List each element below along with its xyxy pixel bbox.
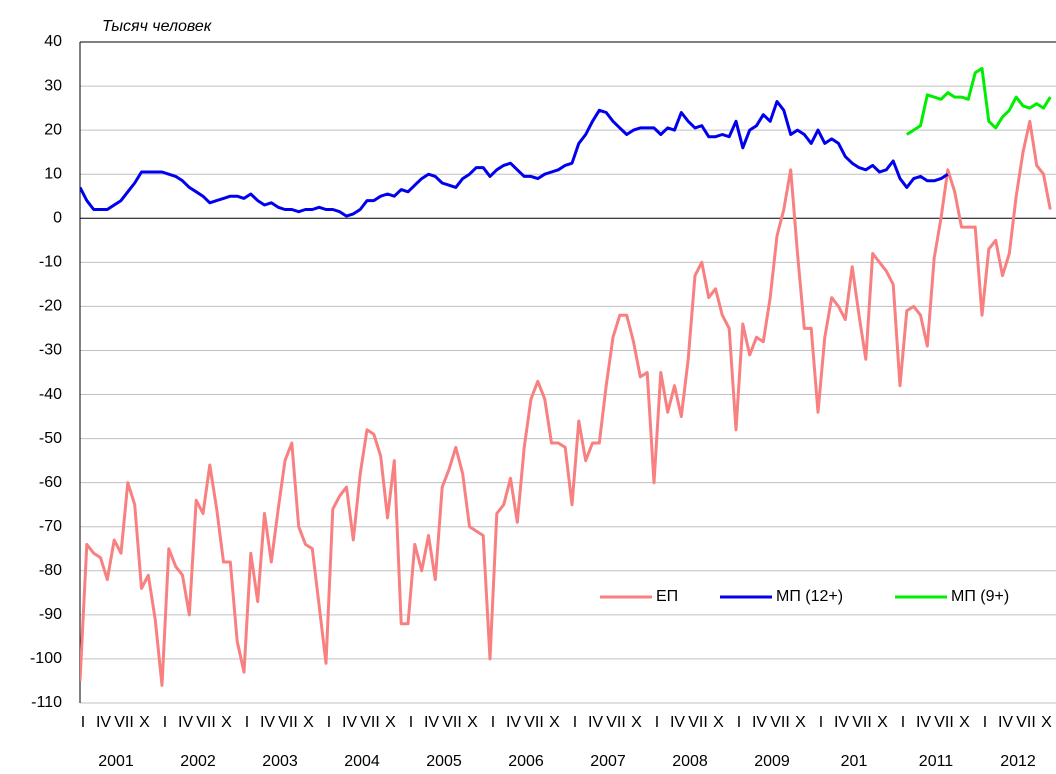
lines — [80, 66, 1052, 687]
x-tick-label: VII — [770, 714, 790, 731]
x-tick-label: I — [983, 714, 987, 731]
x-tick-label: IV — [260, 714, 275, 731]
x-tick-label: VII — [442, 714, 462, 731]
x-tick-label: X — [303, 714, 314, 731]
x-tick-label: IV — [752, 714, 767, 731]
x-tick-label: VII — [196, 714, 216, 731]
x-tick-label: IV — [506, 714, 521, 731]
y-tick-label: -20 — [39, 298, 62, 315]
y-tick-label: -80 — [39, 562, 62, 579]
x-tick-label: I — [819, 714, 823, 731]
y-tick-label: -40 — [39, 386, 62, 403]
legend-label: ЕП — [656, 588, 678, 605]
x-tick-label: I — [327, 714, 331, 731]
year-label: 2011 — [919, 753, 954, 770]
year-label: 2012 — [1000, 753, 1036, 770]
y-tick-label: 0 — [53, 209, 62, 226]
x-tick-label: X — [385, 714, 396, 731]
series-line — [80, 119, 1052, 687]
x-tick-label: X — [877, 714, 888, 731]
x-tick-label: I — [491, 714, 495, 731]
legend-label: МП (12+) — [776, 588, 843, 605]
x-tick-label: IV — [588, 714, 603, 731]
x-tick-label: X — [795, 714, 806, 731]
y-tick-label: -90 — [39, 606, 62, 623]
x-tick-label: VII — [1016, 714, 1036, 731]
x-tick-label: X — [221, 714, 232, 731]
x-tick-label: VII — [852, 714, 872, 731]
x-tick-label: VII — [360, 714, 380, 731]
year-label: 2005 — [426, 753, 462, 770]
y-tick-label: -10 — [39, 254, 62, 271]
x-tick-label: IV — [342, 714, 357, 731]
x-tick-label: I — [573, 714, 577, 731]
x-tick-label: X — [713, 714, 724, 731]
x-tick-label: I — [901, 714, 905, 731]
x-tick-label: X — [631, 714, 642, 731]
y-tick-label: 10 — [44, 165, 62, 182]
year-label: 2003 — [262, 753, 298, 770]
year-label: 2006 — [508, 753, 544, 770]
x-tick-label: X — [549, 714, 560, 731]
legend-label: МП (9+) — [951, 588, 1009, 605]
x-tick-label: VII — [114, 714, 134, 731]
x-tick-label: X — [139, 714, 150, 731]
x-tick-label: IV — [998, 714, 1013, 731]
x-tick-label: VII — [688, 714, 708, 731]
y-tick-label: 20 — [44, 121, 62, 138]
year-label: 2004 — [344, 753, 380, 770]
x-tick-label: I — [245, 714, 249, 731]
grid — [79, 41, 1056, 704]
x-tick-label: VII — [934, 714, 954, 731]
x-tick-label: X — [467, 714, 478, 731]
unit-label: Тысяч человек — [102, 18, 213, 35]
x-tick-label: IV — [178, 714, 193, 731]
x-tick-label: IV — [96, 714, 111, 731]
x-tick-label: I — [737, 714, 741, 731]
year-label: 2008 — [672, 753, 708, 770]
x-tick-label: VII — [278, 714, 298, 731]
labels: -110-100-90-80-70-60-50-40-30-20-1001020… — [30, 33, 1052, 770]
x-tick-label: IV — [834, 714, 849, 731]
y-tick-label: -110 — [31, 694, 62, 711]
x-tick-label: VII — [524, 714, 544, 731]
x-tick-label: X — [1041, 714, 1052, 731]
x-tick-label: I — [163, 714, 167, 731]
year-label: 2007 — [590, 753, 626, 770]
series-line — [80, 100, 949, 218]
year-label: 201 — [841, 753, 868, 770]
y-tick-label: -60 — [39, 474, 62, 491]
y-tick-label: 30 — [44, 77, 62, 94]
x-tick-label: IV — [670, 714, 685, 731]
y-tick-label: -30 — [39, 342, 62, 359]
y-tick-label: -50 — [39, 430, 62, 447]
x-tick-label: I — [81, 714, 85, 731]
y-tick-label: -100 — [30, 650, 62, 667]
series-line — [905, 66, 1052, 136]
x-tick-label: VII — [606, 714, 626, 731]
year-label: 2009 — [754, 753, 790, 770]
x-tick-label: I — [409, 714, 413, 731]
x-tick-label: IV — [916, 714, 931, 731]
x-tick-label: IV — [424, 714, 439, 731]
year-label: 2001 — [98, 753, 134, 770]
y-tick-label: -70 — [39, 518, 62, 535]
year-label: 2002 — [180, 753, 216, 770]
y-tick-label: 40 — [44, 33, 62, 50]
x-tick-label: X — [959, 714, 970, 731]
x-tick-label: I — [655, 714, 659, 731]
